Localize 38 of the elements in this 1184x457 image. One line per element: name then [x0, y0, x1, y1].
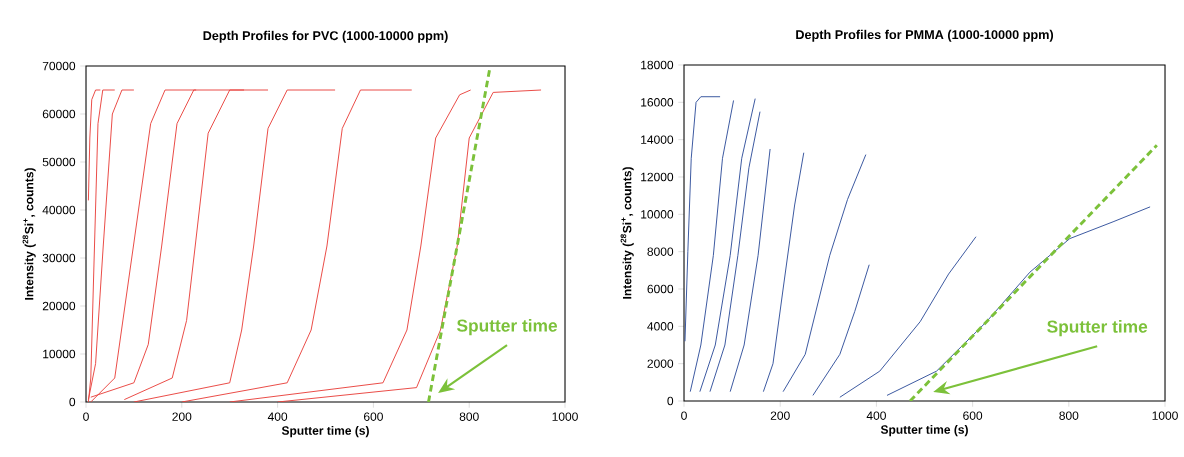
- y-tick-label: 60000: [42, 109, 76, 119]
- x-tick-label: 800: [459, 412, 479, 421]
- y-tick-label: 30000: [42, 253, 76, 263]
- x-tick-label: 600: [963, 411, 983, 420]
- x-tick-label: 1000: [1152, 411, 1178, 420]
- x-tick-label: 200: [172, 412, 192, 421]
- x-tick-label: 200: [770, 411, 790, 420]
- x-tick-label: 800: [1059, 411, 1079, 420]
- x-tick-label: 600: [364, 412, 383, 421]
- y-tick-label: 16000: [641, 98, 674, 107]
- annotation: Sputter time: [1047, 320, 1148, 337]
- y-tick-label: 70000: [42, 61, 76, 71]
- annotation: Sputter time: [456, 318, 558, 336]
- x-tick-label: 0: [681, 411, 687, 420]
- y-tick-label: 4000: [647, 322, 674, 331]
- chart-title: Depth Profiles for PMMA (1000-10000 ppm): [796, 29, 1054, 42]
- x-tick-label: 0: [83, 412, 89, 421]
- y-axis-title: Intensity ($^{28}$Si$^{+}$, counts): [22, 168, 36, 300]
- y-tick-label: 0: [667, 396, 674, 406]
- y-tick-label: 2000: [647, 359, 674, 368]
- y-tick-label: 20000: [42, 301, 76, 311]
- x-axis-title: Sputter time (s): [880, 425, 968, 437]
- x-tick-label: 1000: [552, 412, 578, 421]
- y-tick-label: 14000: [641, 135, 674, 144]
- y-tick-label: 0: [69, 397, 76, 407]
- y-tick-label: 10000: [43, 349, 76, 359]
- y-tick-label: 50000: [42, 157, 76, 167]
- y-tick-label: 12000: [641, 172, 674, 182]
- y-tick-label: 40000: [42, 205, 76, 215]
- y-tick-label: 18000: [641, 60, 674, 70]
- y-tick-label: 6000: [647, 284, 674, 294]
- x-tick-label: 400: [267, 412, 288, 421]
- x-axis-title: Sputter time (s): [281, 426, 369, 438]
- x-tick-label: 400: [866, 411, 886, 420]
- y-tick-label: 8000: [647, 247, 674, 256]
- y-tick-label: 10000: [641, 210, 674, 219]
- y-axis-title: Intensity ($^{28}$Si$^{+}$, counts): [620, 167, 634, 299]
- chart-title: Depth Profiles for PVC (1000-10000 ppm): [203, 30, 448, 43]
